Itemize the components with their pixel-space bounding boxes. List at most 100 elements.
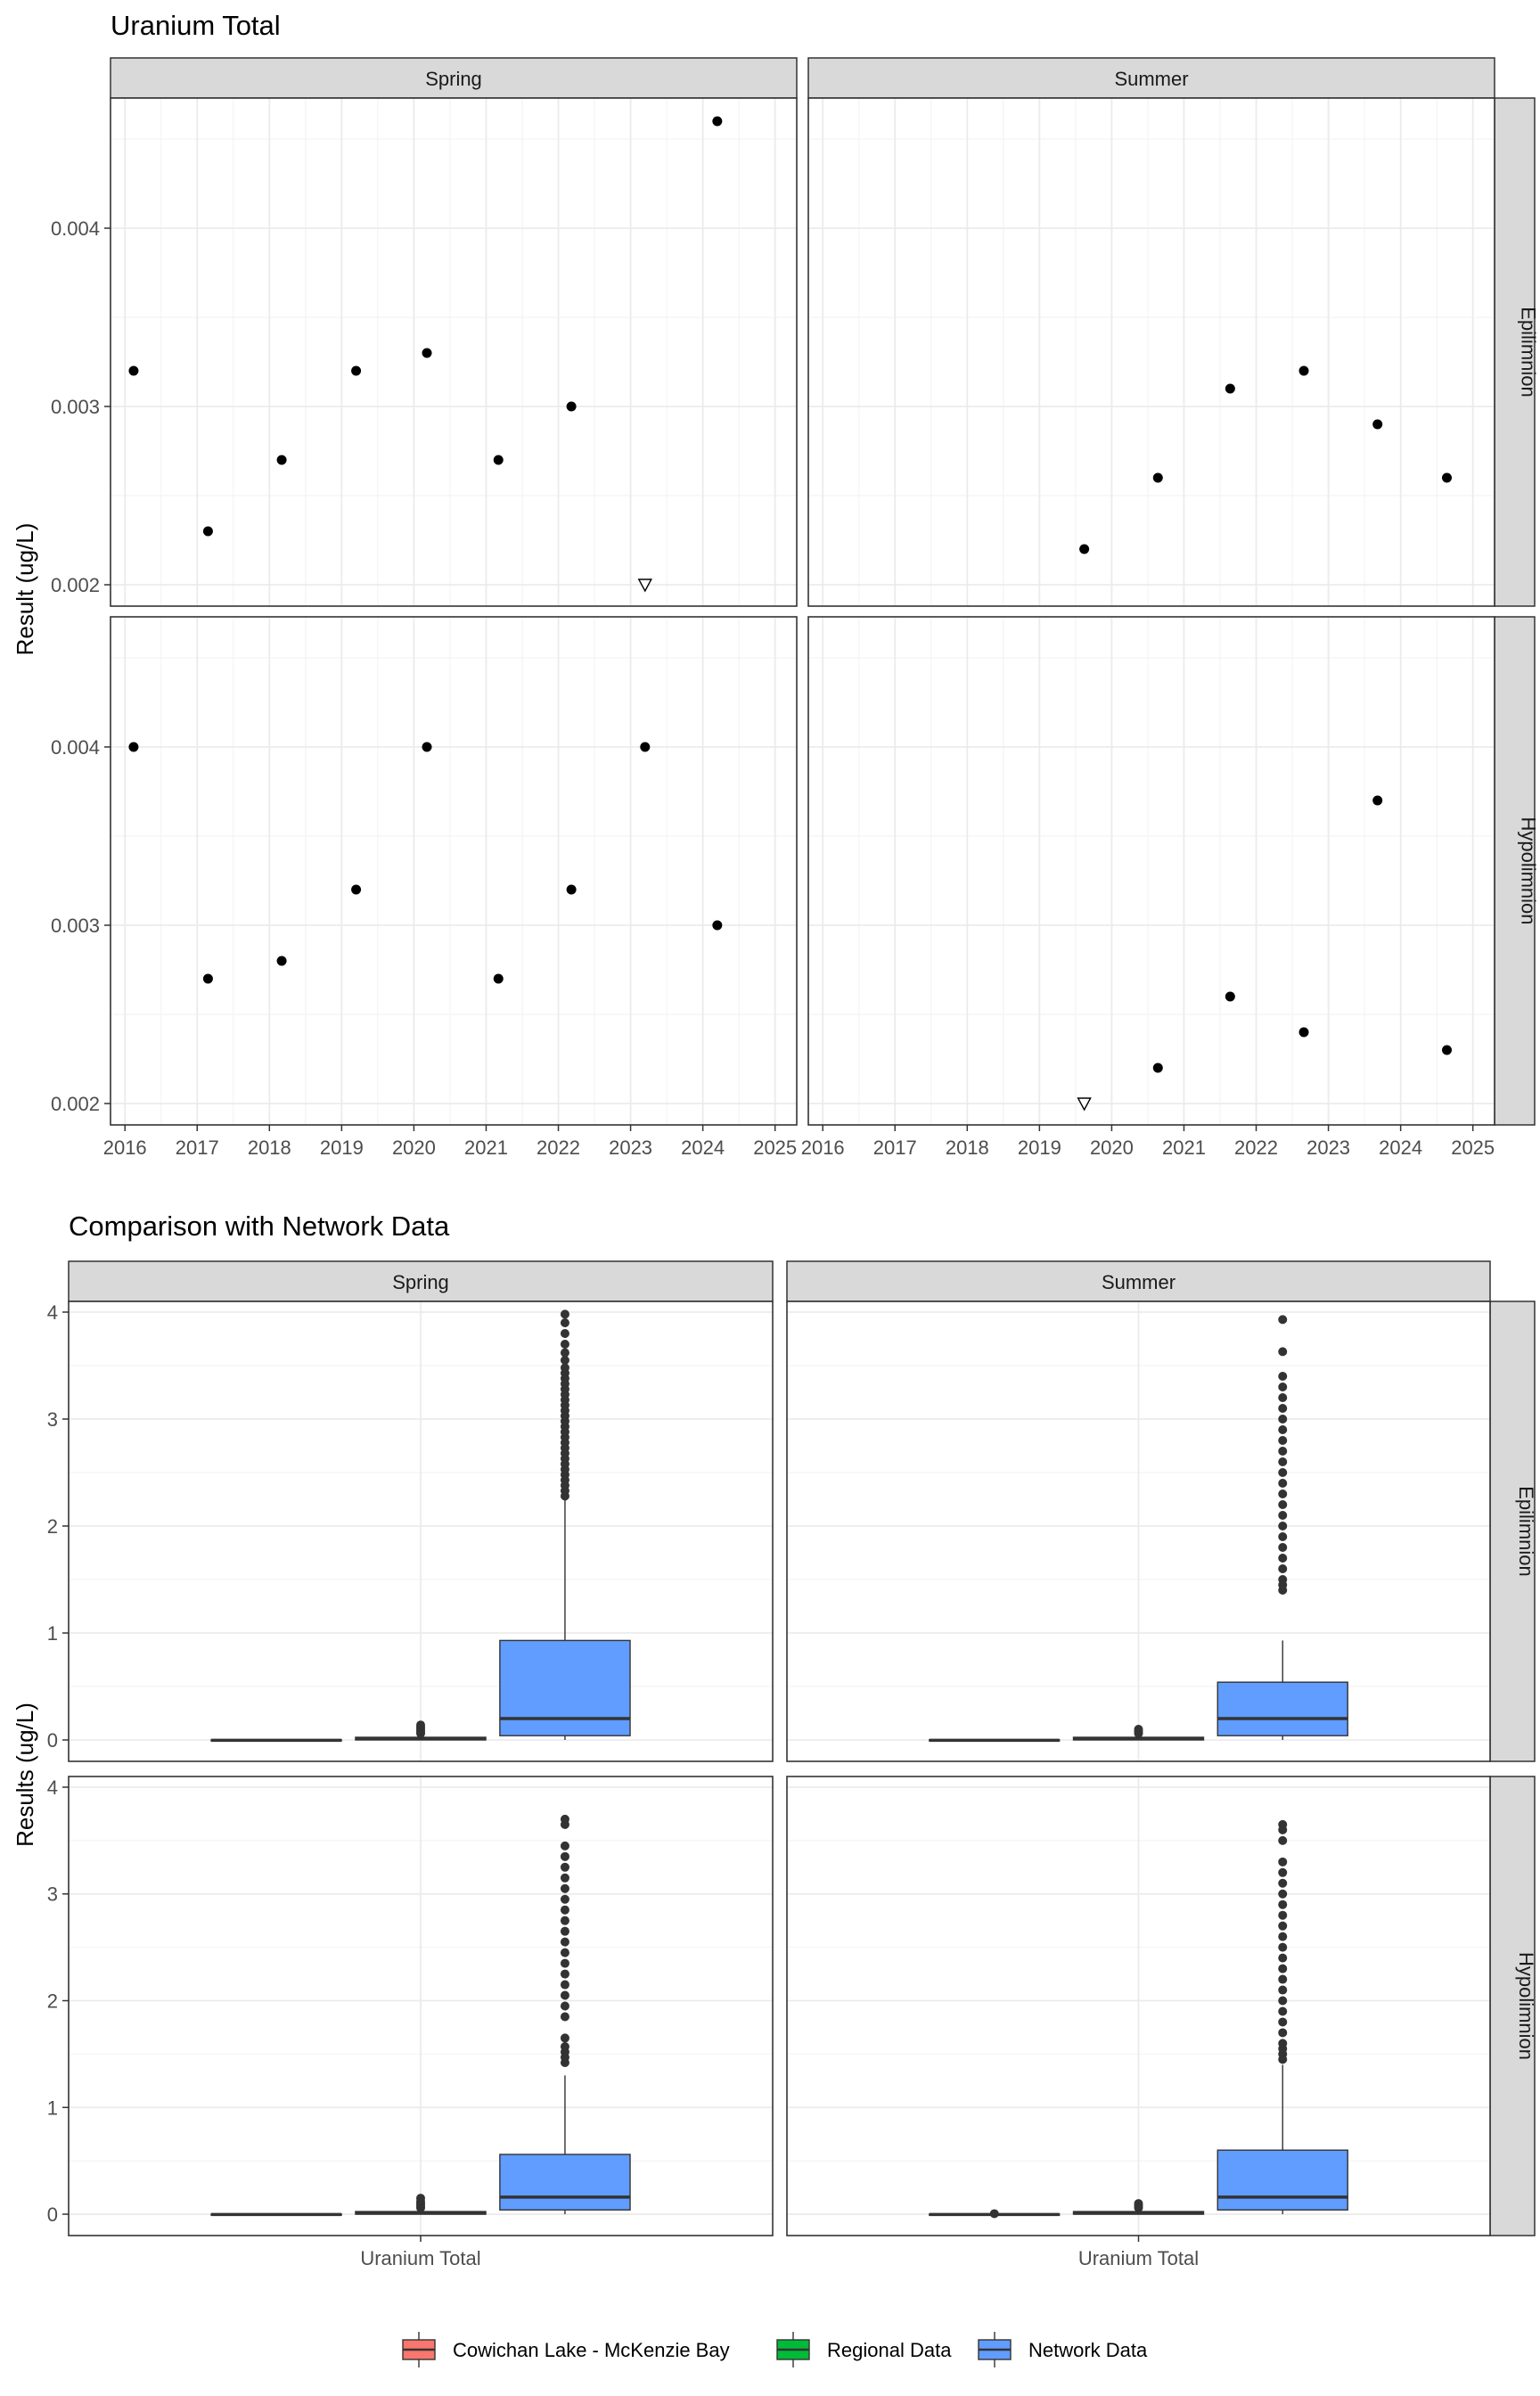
outlier-point — [560, 1948, 569, 1957]
y-tick-label: 2 — [47, 1990, 58, 2013]
outlier-point — [1278, 1900, 1288, 1909]
panel-border — [68, 1301, 774, 1762]
y-tick-label: 0 — [47, 2203, 58, 2226]
legend-item-cowichan-lake-mckenzie-bay: Cowichan Lake - McKenzie Bay — [402, 2332, 730, 2367]
outlier-point — [560, 1309, 569, 1319]
outlier-point — [1278, 1532, 1288, 1541]
panel-summer-epilimnion — [786, 1301, 1491, 1762]
y-tick-label: 0.004 — [51, 217, 100, 240]
outlier-point — [1278, 1479, 1288, 1488]
panel-summer-hypolimnion: Uranium Total — [786, 1776, 1491, 2269]
outlier-point — [416, 2194, 425, 2203]
panel-spring-epilimnion: 0 1 2 3 4 — [47, 1301, 774, 1762]
outlier-point — [1278, 1372, 1288, 1381]
outlier-point — [560, 2012, 569, 2022]
data-point — [712, 920, 723, 931]
outlier-point — [1278, 1543, 1288, 1552]
x-tick-label: 2023 — [609, 1136, 652, 1159]
outlier-point — [560, 1862, 569, 1872]
outlier-point — [560, 1363, 569, 1373]
outlier-point — [1278, 2017, 1288, 2027]
y-tick-label: 2 — [47, 1515, 58, 1538]
outlier-point — [560, 1340, 569, 1349]
y-axis-label: Results (ug/L) — [12, 1703, 38, 1847]
panel-summer-hypolimnion: 2016 2017 2018 2019 2020 2021 2022 2023 2024 2025 — [801, 616, 1495, 1159]
outlier-point — [1278, 1500, 1288, 1509]
boxplot-comparison-network: Comparison with Network Data Results (ug… — [12, 1210, 1537, 2269]
box-body — [1216, 1681, 1348, 1736]
data-point — [1225, 383, 1235, 394]
facet-strip-hypolimnion — [1489, 1776, 1536, 2236]
data-point-below-detection — [637, 578, 652, 593]
panel-border — [110, 97, 798, 607]
x-tick-label: 2022 — [1234, 1136, 1278, 1159]
x-tick-label: Uranium Total — [1078, 2247, 1199, 2269]
outlier-point — [560, 1980, 569, 1990]
outlier-point — [1278, 2039, 1288, 2048]
data-point — [1152, 472, 1163, 483]
x-tick-label: 2024 — [681, 1136, 725, 1159]
panel-spring-epilimnion: 0.002 0.003 0.004 — [51, 97, 798, 607]
data-point — [493, 455, 504, 465]
x-tick-label: Uranium Total — [360, 2247, 480, 2269]
outlier-point — [1278, 1468, 1288, 1477]
x-tick-label: 2020 — [1090, 1136, 1134, 1159]
outlier-point — [560, 1873, 569, 1883]
outlier-point — [1278, 1910, 1288, 1920]
box-cowichan-lake-mckenzie-bay — [929, 2209, 1061, 2219]
outlier-point — [1278, 1415, 1288, 1424]
outlier-point — [989, 2209, 999, 2219]
legend: Cowichan Lake - McKenzie Bay Regional Dat… — [402, 2332, 1148, 2367]
facet-strip-label-spring: Spring — [392, 1271, 449, 1293]
data-point — [1152, 1063, 1163, 1073]
outlier-point — [560, 1329, 569, 1338]
outlier-point — [1278, 1457, 1288, 1466]
facet-strip-hypolimnion — [1494, 616, 1536, 1126]
outlier-point — [1278, 1835, 1288, 1845]
outlier-point — [560, 1916, 569, 1925]
y-tick-label: 0.002 — [51, 574, 100, 596]
outlier-point — [1134, 1725, 1143, 1734]
chart-title: Uranium Total — [111, 10, 281, 41]
outlier-point — [560, 1905, 569, 1915]
facet-strip-label-summer: Summer — [1102, 1271, 1175, 1293]
data-point — [566, 401, 577, 412]
x-tick-label: 2025 — [1451, 1136, 1495, 1159]
outlier-point — [1278, 1942, 1288, 1952]
box-network-data — [1216, 1315, 1348, 1740]
facet-strip-summer — [786, 1260, 1491, 1302]
outlier-point — [1134, 2199, 1143, 2209]
data-point — [422, 348, 432, 358]
x-tick-label: 2023 — [1307, 1136, 1350, 1159]
panel-spring-hypolimnion: 0 1 2 3 4 Uranium Total — [47, 1776, 774, 2269]
outlier-point — [1278, 2028, 1288, 2038]
legend-label: Regional Data — [827, 2339, 952, 2361]
y-tick-label: 0.003 — [51, 396, 100, 418]
y-tick-label: 0.003 — [51, 915, 100, 937]
outlier-point — [1278, 1575, 1288, 1584]
outlier-point — [560, 1926, 569, 1936]
legend-item-regional-data: Regional Data — [776, 2332, 952, 2367]
outlier-point — [1278, 1315, 1288, 1325]
box-regional-data — [355, 1720, 487, 1741]
facet-strip-label-epilimnion: Epilimnion — [1518, 307, 1540, 398]
data-point — [276, 455, 287, 465]
y-tick-label: 1 — [47, 2096, 58, 2119]
box-body — [499, 2154, 631, 2211]
facet-strip-spring — [110, 57, 798, 99]
outlier-point — [1278, 1974, 1288, 1984]
outlier-point — [1278, 1447, 1288, 1456]
facet-strip-summer — [807, 57, 1495, 99]
y-tick-label: 0 — [47, 1729, 58, 1752]
facet-strip-label-spring: Spring — [425, 68, 482, 90]
box-regional-data — [355, 2194, 487, 2215]
data-point — [422, 742, 432, 752]
panel-spring-hypolimnion: 0.002 0.003 0.004 2016 2017 2018 2019 2020 2021 2… — [51, 616, 798, 1159]
outlier-point — [560, 1814, 569, 1824]
outlier-point — [1278, 1554, 1288, 1563]
outlier-point — [1278, 1489, 1288, 1498]
x-tick-label: 2017 — [176, 1136, 219, 1159]
x-tick-label: 2016 — [801, 1136, 845, 1159]
x-tick-label: 2020 — [392, 1136, 436, 1159]
outlier-point — [1278, 1932, 1288, 1941]
